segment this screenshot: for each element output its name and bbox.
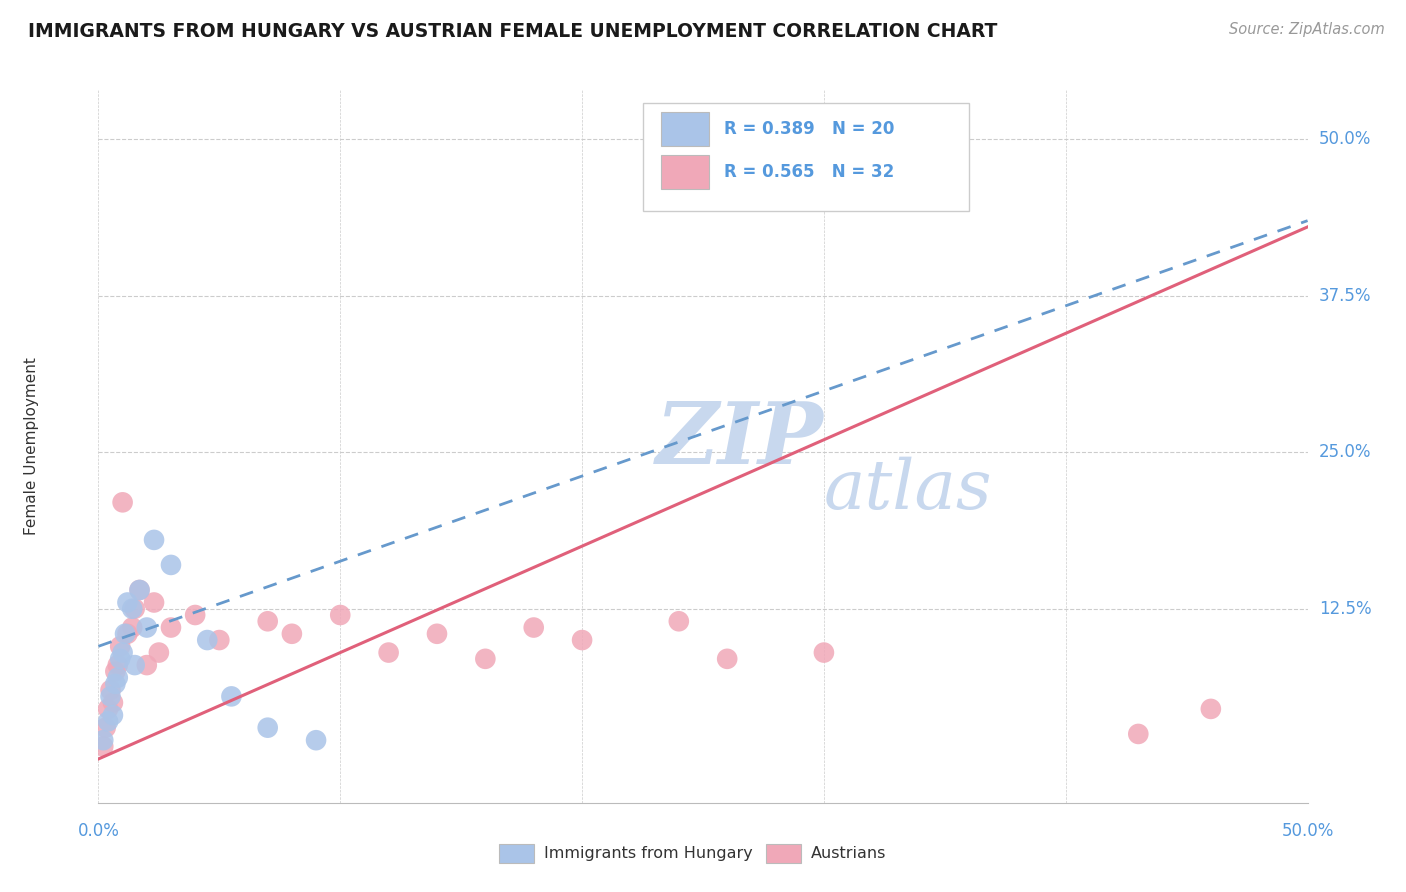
Point: [117, 595, 139, 609]
Point: [97, 702, 120, 716]
Point: [523, 621, 546, 635]
Text: R = 0.389   N = 20: R = 0.389 N = 20: [724, 120, 894, 138]
FancyBboxPatch shape: [661, 112, 709, 146]
Point: [143, 533, 166, 547]
Text: Immigrants from Hungary: Immigrants from Hungary: [544, 847, 752, 861]
Text: 0.0%: 0.0%: [77, 822, 120, 839]
Point: [101, 696, 124, 710]
Text: 25.0%: 25.0%: [1319, 443, 1371, 461]
Point: [813, 646, 835, 660]
Point: [195, 633, 218, 648]
Point: [160, 621, 183, 635]
Point: [256, 614, 278, 628]
Point: [135, 658, 157, 673]
Point: [474, 652, 496, 666]
Point: [135, 621, 157, 635]
Point: [100, 683, 122, 698]
Text: Source: ZipAtlas.com: Source: ZipAtlas.com: [1229, 22, 1385, 37]
Point: [160, 558, 183, 572]
Point: [91, 733, 114, 747]
Point: [208, 633, 231, 648]
FancyBboxPatch shape: [661, 155, 709, 189]
Point: [305, 733, 328, 747]
Point: [716, 652, 738, 666]
Point: [124, 601, 146, 615]
FancyBboxPatch shape: [643, 103, 969, 211]
Text: R = 0.565   N = 32: R = 0.565 N = 32: [724, 163, 894, 181]
Point: [104, 677, 127, 691]
Point: [94, 721, 117, 735]
Point: [143, 595, 166, 609]
Point: [108, 652, 131, 666]
Point: [121, 601, 143, 615]
Point: [111, 646, 134, 660]
Point: [148, 646, 170, 660]
Point: [124, 658, 146, 673]
Point: [114, 627, 136, 641]
Point: [426, 627, 449, 641]
Point: [101, 708, 124, 723]
Point: [1199, 702, 1222, 716]
Point: [104, 665, 127, 679]
Point: [329, 607, 352, 622]
Point: [111, 495, 134, 509]
Point: [1128, 727, 1150, 741]
Point: [571, 633, 593, 648]
Text: Female Unemployment: Female Unemployment: [24, 357, 39, 535]
Point: [108, 640, 131, 654]
Point: [281, 627, 304, 641]
Point: [107, 671, 129, 685]
Point: [128, 582, 150, 597]
Point: [100, 690, 122, 704]
Point: [128, 582, 150, 597]
Text: 12.5%: 12.5%: [1319, 599, 1371, 618]
Point: [256, 721, 278, 735]
Point: [121, 621, 143, 635]
Text: atlas: atlas: [824, 457, 993, 524]
Text: ZIP: ZIP: [657, 398, 824, 482]
Text: Austrians: Austrians: [811, 847, 887, 861]
Point: [221, 690, 243, 704]
Text: 50.0%: 50.0%: [1319, 130, 1371, 148]
Point: [184, 607, 207, 622]
Text: 37.5%: 37.5%: [1319, 286, 1371, 305]
Point: [668, 614, 690, 628]
Text: 50.0%: 50.0%: [1281, 822, 1334, 839]
Point: [91, 739, 114, 754]
Point: [97, 714, 120, 729]
Point: [117, 627, 139, 641]
Point: [107, 658, 129, 673]
Text: IMMIGRANTS FROM HUNGARY VS AUSTRIAN FEMALE UNEMPLOYMENT CORRELATION CHART: IMMIGRANTS FROM HUNGARY VS AUSTRIAN FEMA…: [28, 22, 997, 41]
Point: [377, 646, 399, 660]
